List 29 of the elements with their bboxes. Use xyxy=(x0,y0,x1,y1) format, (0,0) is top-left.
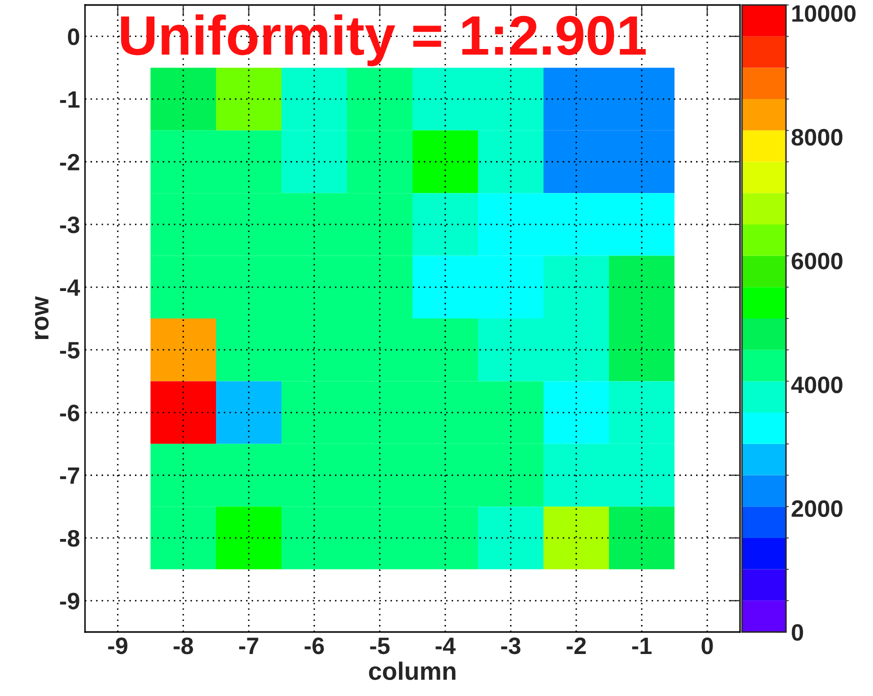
y-tick-label: -4 xyxy=(60,279,80,296)
x-tick-label: -6 xyxy=(304,637,324,654)
y-tick-label: -9 xyxy=(60,592,80,610)
x-tick-label: -5 xyxy=(370,638,390,654)
color-bar-label: 4000 xyxy=(791,376,842,394)
x-tick-label: 0 xyxy=(702,637,713,654)
color-bar-label: 2000 xyxy=(792,500,842,517)
color-bar-label: 6000 xyxy=(792,252,842,270)
y-tick-label: -2 xyxy=(60,154,80,170)
y-tick-label: -3 xyxy=(60,216,80,234)
chart-title: Uniformity = 1:2.901 xyxy=(121,14,646,66)
x-tick-label: -1 xyxy=(632,638,652,654)
y-tick-label: -1 xyxy=(60,91,80,108)
x-tick-label: -7 xyxy=(239,638,258,654)
y-tick-label: -7 xyxy=(60,468,80,484)
y-tick-label: 0 xyxy=(68,28,80,46)
y-axis-title: row xyxy=(34,296,49,340)
x-tick-label: -2 xyxy=(566,637,586,654)
color-bar-label: 0 xyxy=(792,624,804,641)
x-axis-title: column xyxy=(369,662,456,680)
color-bar-label: 10000 xyxy=(792,5,856,22)
y-tick-label: -6 xyxy=(60,404,80,422)
y-tick-label: -8 xyxy=(60,530,80,547)
x-tick-label: -9 xyxy=(108,637,128,654)
y-tick-label: -5 xyxy=(60,342,80,359)
x-tick-label: -4 xyxy=(436,638,456,654)
x-tick-label: -8 xyxy=(174,637,194,654)
x-tick-label: -3 xyxy=(501,637,520,654)
color-bar-label: 8000 xyxy=(792,128,842,146)
